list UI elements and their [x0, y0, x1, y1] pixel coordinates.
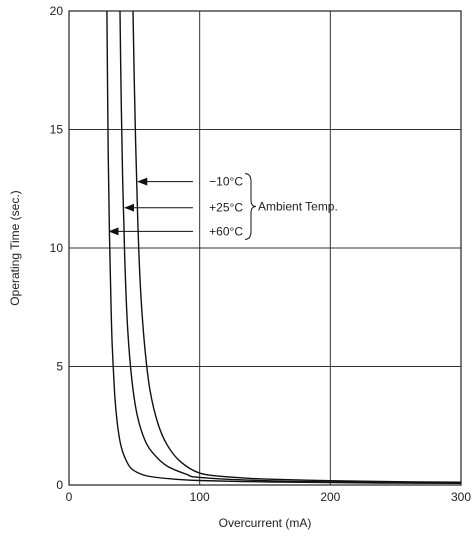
y-axis-label: Operating Time (sec.)	[8, 190, 22, 305]
y-tick-label-0: 0	[56, 478, 63, 492]
y-tick-label-2: 10	[50, 241, 64, 255]
x-tick-label-0: 0	[66, 490, 73, 504]
series-layer	[106, 10, 462, 484]
x-axis-label: Overcurrent (mA)	[219, 516, 312, 530]
series-line-1	[119, 10, 462, 484]
y-tick-label-3: 15	[50, 123, 64, 137]
grid	[69, 11, 461, 485]
annotation-label-0: −10°C	[209, 175, 243, 189]
x-tick-label-2: 200	[320, 490, 340, 504]
annotation-group-label: Ambient Temp.	[258, 200, 338, 214]
y-tick-label-1: 5	[56, 360, 63, 374]
series-line-0	[106, 10, 462, 484]
plot-frame	[68, 10, 462, 486]
y-tick-label-4: 20	[50, 4, 64, 18]
annotations: −10°C +25°C +60°C Ambient Temp.	[108, 173, 338, 240]
tick-labels: 0 100 200 300 0 5 10 15 20	[50, 4, 472, 504]
x-tick-label-3: 300	[451, 490, 471, 504]
series-line-2	[132, 10, 462, 483]
annotation-label-1: +25°C	[209, 201, 243, 215]
annotation-brace	[244, 173, 257, 240]
x-tick-label-1: 100	[190, 490, 210, 504]
annotation-label-2: +60°C	[209, 224, 243, 238]
